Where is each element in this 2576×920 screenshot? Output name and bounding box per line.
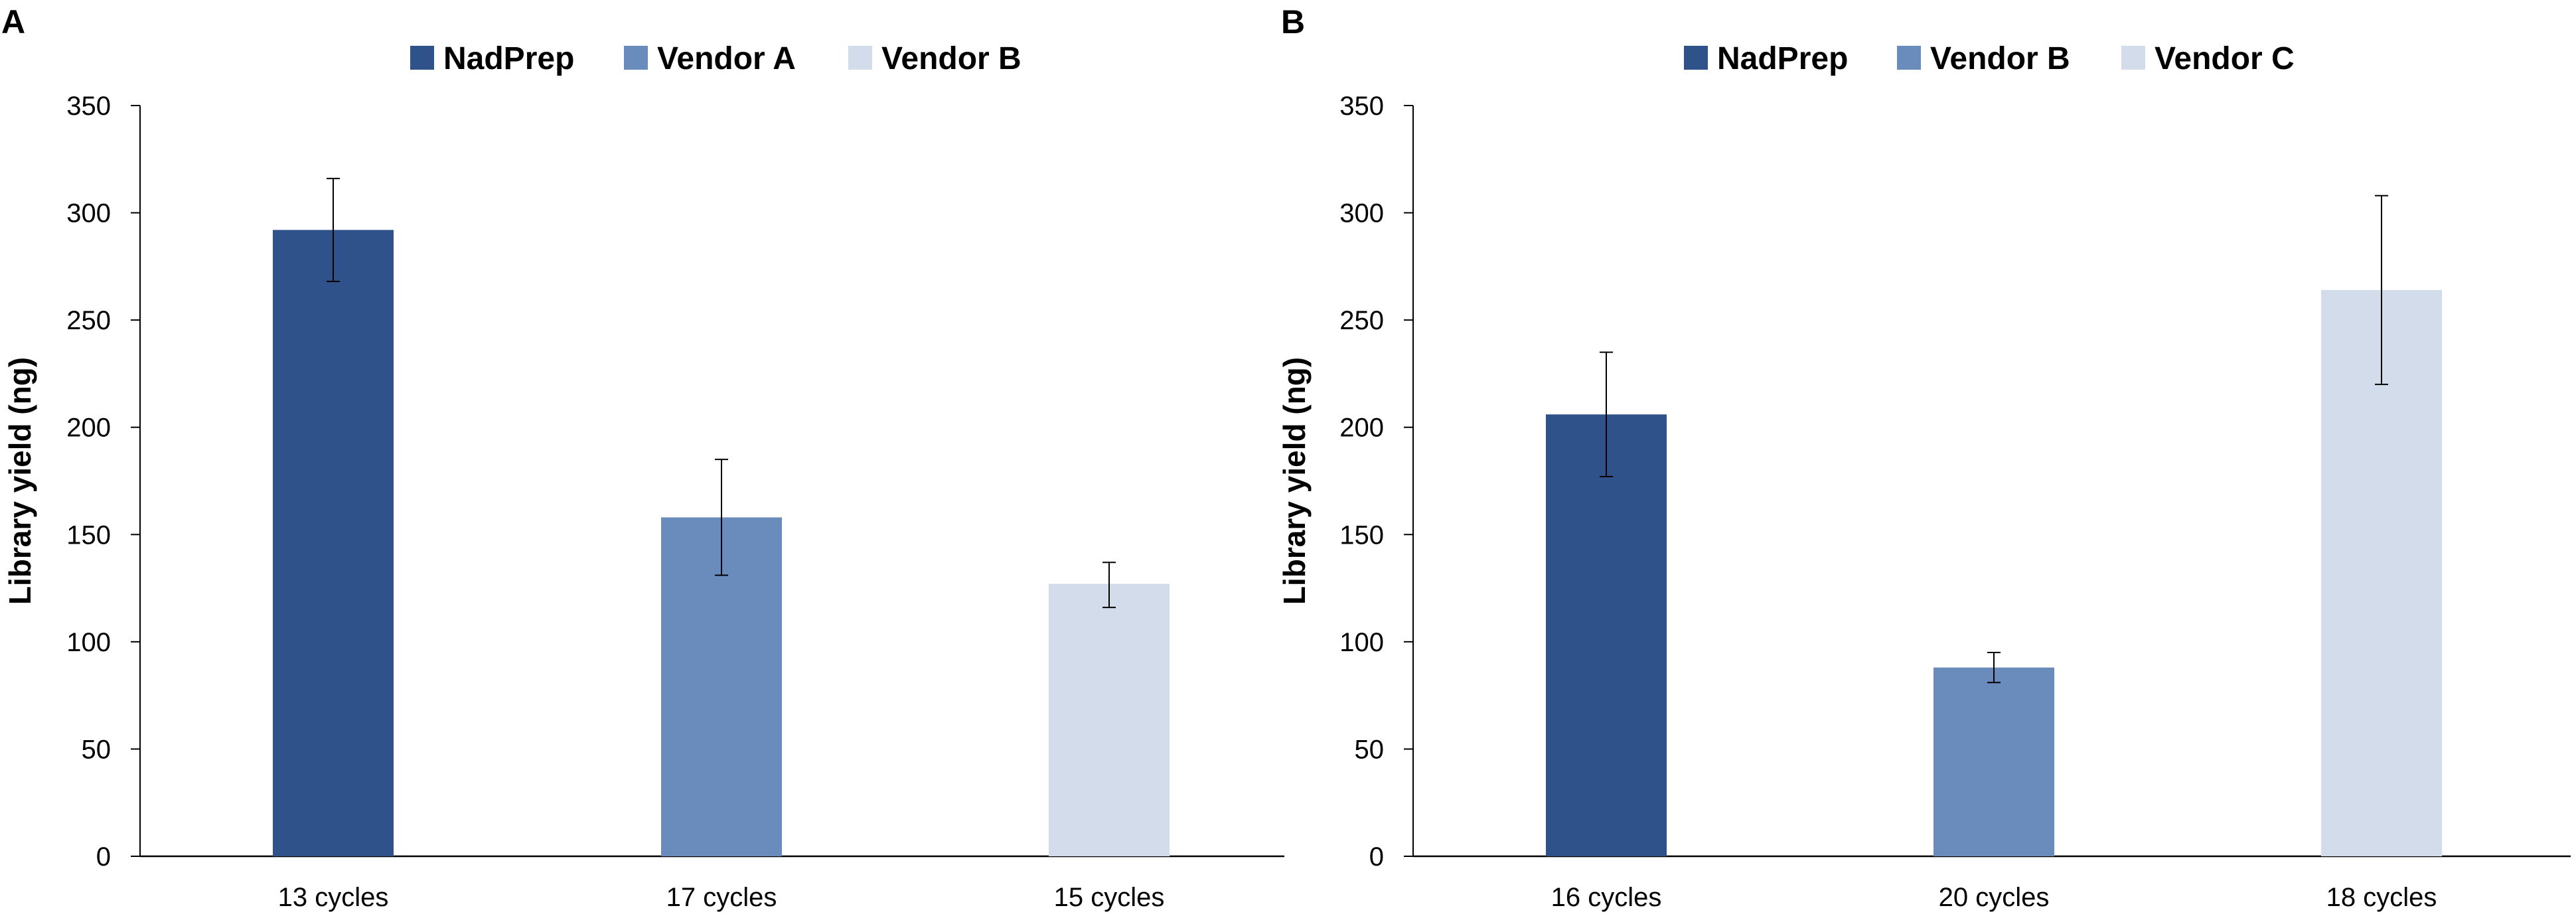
y-tick-label: 250	[1339, 306, 1384, 335]
chart-panel-a: A NadPrep Vendor A Vendor B 0 50 100 150 200 250 3…	[1, 3, 1284, 912]
y-axis-label: Library yield (ng)	[1277, 357, 1312, 605]
bar-nadprep	[1546, 414, 1667, 856]
y-tick-label: 350	[1339, 92, 1384, 121]
y-axis-label: Library yield (ng)	[3, 357, 37, 605]
legend-label: Vendor C	[2155, 41, 2295, 76]
legend-swatch	[2121, 46, 2145, 70]
y-tick-label: 100	[66, 628, 111, 657]
y-tick-label: 200	[1339, 414, 1384, 443]
legend-swatch	[848, 46, 872, 70]
y-tick-label: 100	[1339, 628, 1384, 657]
legend-swatch	[624, 46, 648, 70]
y-tick-label: 200	[66, 414, 111, 443]
legend-label: NadPrep	[443, 41, 574, 76]
y-tick-label: 300	[66, 199, 111, 228]
legend-swatch	[1897, 46, 1921, 70]
bar-vendor-b	[1933, 667, 2054, 856]
legend-label: NadPrep	[1717, 41, 1848, 76]
x-tick-label: 17 cycles	[666, 883, 777, 912]
y-tick-label: 0	[1369, 842, 1384, 872]
y-tick-label: 250	[66, 306, 111, 335]
x-tick-label: 15 cycles	[1054, 883, 1165, 912]
y-tick-label: 0	[96, 842, 111, 872]
legend-label: Vendor B	[1930, 41, 2070, 76]
panel-label: B	[1281, 3, 1305, 40]
bar-nadprep	[273, 230, 394, 856]
legend-label: Vendor B	[881, 41, 1022, 76]
x-tick-label: 20 cycles	[1939, 883, 2050, 912]
y-tick-label: 300	[1339, 199, 1384, 228]
legend-swatch	[410, 46, 434, 70]
y-tick-label: 50	[82, 735, 112, 764]
panel-label: A	[1, 3, 25, 40]
x-tick-label: 18 cycles	[2326, 883, 2437, 912]
legend-swatch	[1684, 46, 1708, 70]
y-tick-label: 150	[66, 520, 111, 550]
bar-vendor-b	[1049, 583, 1170, 856]
chart-panel-b: B NadPrep Vendor B Vendor C 0 50 100 150 200 250 3…	[1277, 3, 2571, 912]
y-tick-label: 350	[66, 92, 111, 121]
legend-label: Vendor A	[657, 41, 796, 76]
y-tick-label: 50	[1355, 735, 1385, 764]
x-tick-label: 16 cycles	[1551, 883, 1662, 912]
x-tick-label: 13 cycles	[278, 883, 389, 912]
y-tick-label: 150	[1339, 520, 1384, 550]
